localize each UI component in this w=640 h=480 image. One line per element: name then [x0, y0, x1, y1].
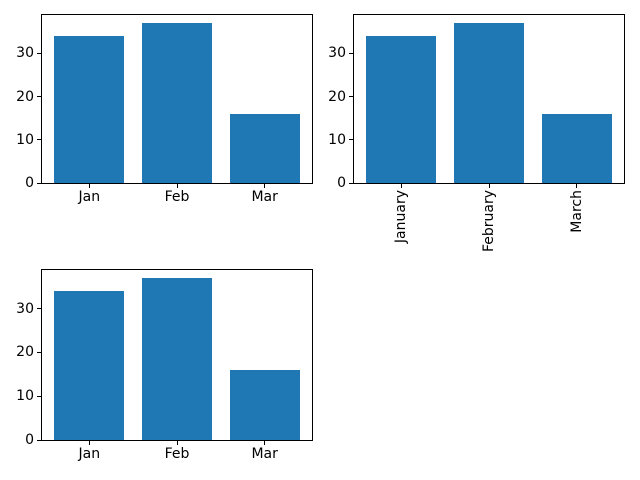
bar-january: [366, 35, 437, 183]
y-tick-mark: [349, 52, 353, 54]
subplot-top-left-axes: Jan Feb Mar 0 10 20 30: [16, 14, 313, 205]
y-tick-mark: [349, 96, 353, 97]
y-tick-label: 10: [16, 131, 34, 148]
y-tick-mark: [37, 96, 41, 97]
bar-mar: [229, 113, 300, 183]
x-tick-label: Mar: [251, 189, 278, 205]
y-tick-label: 30: [16, 45, 34, 62]
x-tick-label: January: [393, 190, 410, 244]
y-tick-mark: [37, 439, 41, 441]
x-tick-label: Jan: [78, 446, 101, 462]
y-tick-mark: [37, 182, 41, 184]
y-tick-mark: [37, 395, 41, 397]
y-tick-label: 20: [16, 88, 34, 105]
y-tick-label: 0: [25, 432, 34, 448]
x-tick-mark: [264, 184, 266, 188]
bar-february: [453, 23, 525, 183]
x-tick-mark: [176, 441, 178, 445]
x-tick-label: Mar: [251, 446, 278, 462]
y-tick-label: 30: [16, 300, 34, 317]
y-tick-label: 10: [328, 131, 346, 148]
y-tick-label: 10: [16, 388, 34, 405]
y-tick-mark: [349, 139, 353, 141]
y-tick-label: 20: [328, 88, 346, 105]
x-tick-label: February: [481, 190, 497, 253]
x-tick-mark: [88, 441, 90, 445]
x-tick-label: Jan: [78, 189, 101, 205]
bar-march: [541, 113, 612, 183]
y-tick-label: 30: [328, 45, 346, 62]
x-tick-mark: [488, 184, 490, 188]
x-tick-mark: [88, 184, 90, 188]
subplot-top-right-axes: January February March 0 10 20 30: [328, 14, 625, 252]
x-tick-mark: [176, 184, 178, 188]
x-tick-mark: [264, 441, 266, 445]
x-tick-label: Feb: [164, 189, 190, 205]
y-tick-mark: [349, 182, 353, 184]
x-tick-mark: [400, 184, 402, 188]
y-tick-mark: [37, 52, 41, 54]
bar-mar: [229, 370, 300, 440]
bar-feb: [141, 278, 213, 440]
y-tick-mark: [37, 351, 41, 353]
y-tick-label: 0: [25, 175, 34, 191]
bar-jan: [54, 291, 125, 440]
bar-feb: [141, 23, 213, 183]
subplot-bottom-left-axes: Jan Feb Mar 0 10 20 30: [16, 269, 313, 462]
bar-jan: [54, 35, 125, 183]
x-tick-label: Feb: [164, 446, 190, 462]
y-tick-mark: [37, 139, 41, 141]
y-tick-label: 0: [337, 175, 346, 191]
x-tick-mark: [576, 184, 578, 188]
x-tick-label: March: [568, 190, 585, 233]
y-tick-mark: [37, 308, 41, 310]
y-tick-label: 20: [16, 344, 34, 361]
